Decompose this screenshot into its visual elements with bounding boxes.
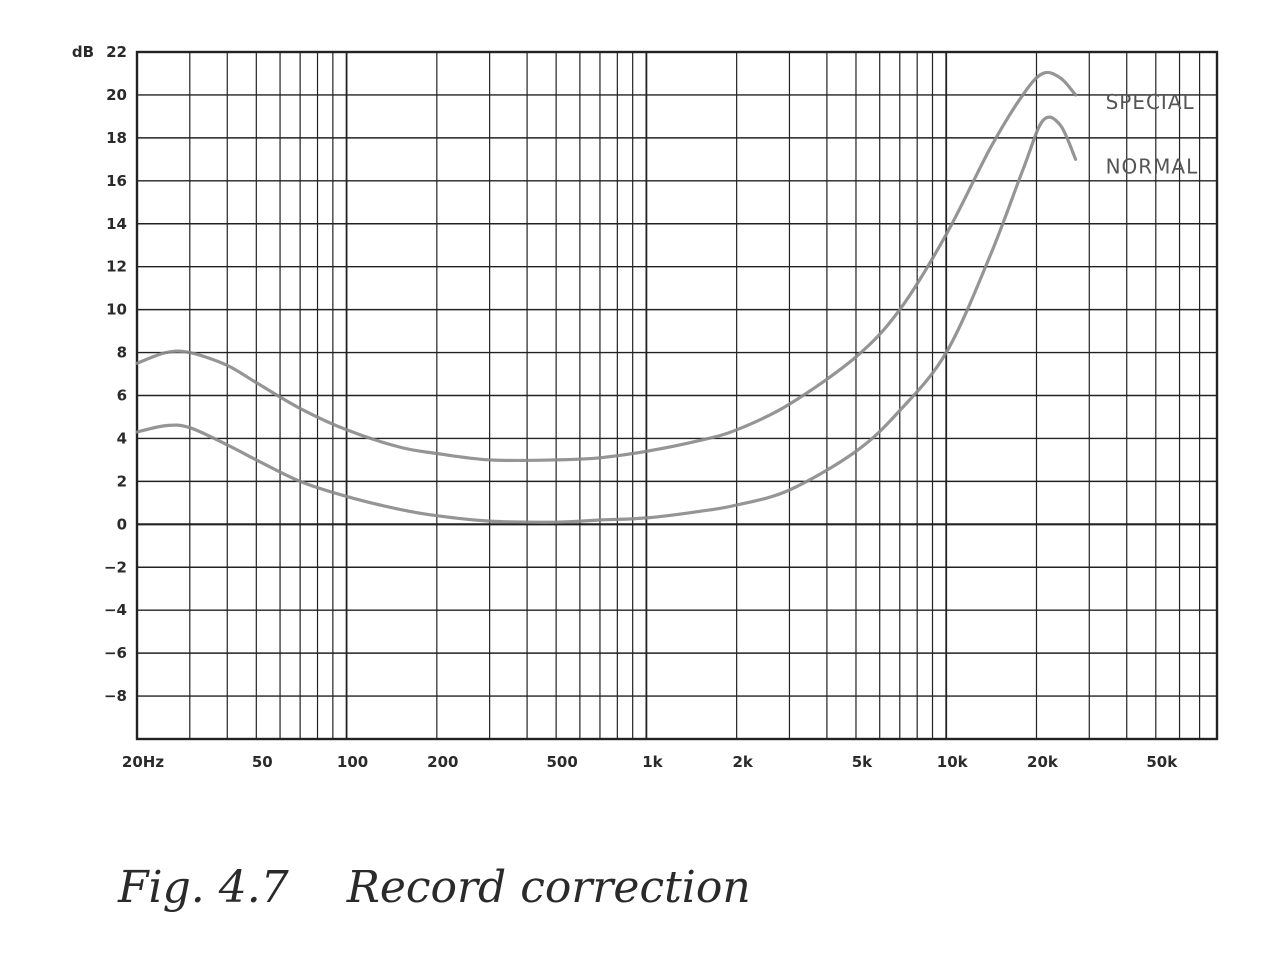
y-tick-label: 22 — [106, 43, 127, 61]
series-label-normal: NORMAL — [1106, 154, 1199, 178]
figure-caption: Fig. 4.7 Record correction — [118, 862, 751, 913]
figure-title: Record correction — [346, 862, 751, 913]
y-tick-label: 8 — [117, 344, 127, 362]
y-tick-label: 12 — [106, 258, 127, 276]
series-lines — [135, 70, 1078, 524]
y-tick-label: 16 — [106, 172, 127, 190]
x-tick-label: 100 — [337, 753, 368, 771]
y-tick-label: −6 — [104, 644, 127, 662]
series-label-special: SPECIAL — [1106, 90, 1195, 114]
x-tick-label: 20Hz — [122, 753, 164, 771]
y-tick-label: 18 — [106, 129, 127, 147]
x-tick-label: 5k — [852, 753, 873, 771]
y-tick-label: 2 — [117, 472, 127, 490]
grid-major — [135, 50, 1219, 741]
figure-number: Fig. 4.7 — [118, 862, 289, 913]
y-axis-unit: dB — [72, 43, 94, 61]
x-tick-label: 20k — [1027, 753, 1059, 771]
y-tick-label: 20 — [106, 86, 127, 104]
y-tick-label: 10 — [106, 301, 127, 319]
x-tick-label: 10k — [937, 753, 969, 771]
y-tick-label: −2 — [104, 558, 127, 576]
x-tick-label: 500 — [546, 753, 577, 771]
x-tick-label: 50k — [1146, 753, 1178, 771]
series-line-normal — [135, 115, 1078, 524]
series-line-special — [135, 70, 1078, 463]
y-tick-label: 0 — [117, 515, 127, 533]
x-tick-label: 200 — [427, 753, 458, 771]
plot-frame — [135, 50, 1219, 741]
y-tick-label: −8 — [104, 687, 127, 705]
x-tick-label: 2k — [732, 753, 753, 771]
x-tick-labels: 20Hz 50 100 200 500 1k 2k 5k 10k 20k 50k — [122, 753, 1178, 771]
y-tick-label: 14 — [106, 215, 127, 233]
y-tick-label: 4 — [117, 429, 127, 447]
y-tick-label: −4 — [104, 601, 127, 619]
x-tick-label: 50 — [252, 753, 273, 771]
y-tick-label: 6 — [117, 387, 127, 405]
x-tick-label: 1k — [642, 753, 663, 771]
series-labels: SPECIAL NORMAL — [1106, 90, 1199, 178]
